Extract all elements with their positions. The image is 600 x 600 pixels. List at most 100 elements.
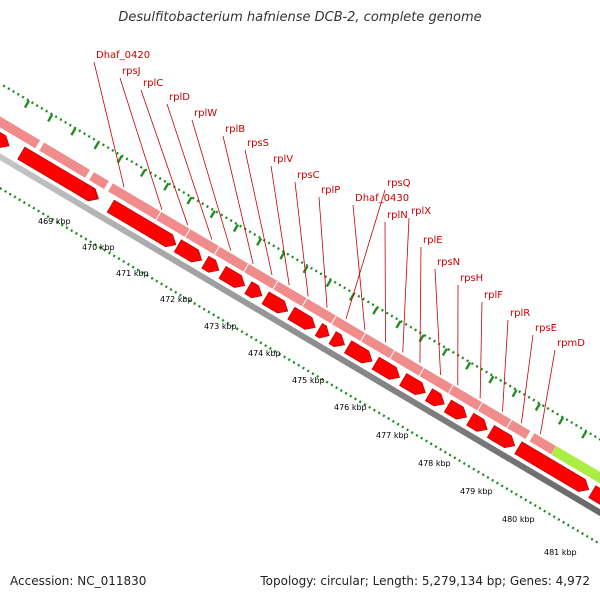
- inner-tick: [510, 489, 514, 494]
- position-label: 481 kbp: [544, 548, 577, 557]
- major-tick: [441, 347, 448, 357]
- inner-tick: [197, 304, 201, 308]
- inner-tick: [188, 299, 192, 303]
- outer-tick: [191, 196, 195, 200]
- gene-divider: [330, 315, 337, 325]
- inner-tick: [316, 374, 320, 379]
- major-tick: [557, 416, 565, 425]
- inner-tick: [268, 346, 272, 350]
- outer-tick: [248, 230, 252, 234]
- major-tick: [581, 430, 588, 439]
- position-label: 477 kbp: [376, 431, 409, 440]
- inner-tick: [372, 408, 376, 412]
- gene-label: rpsC: [297, 170, 320, 181]
- outer-tick: [144, 168, 148, 172]
- inner-tick: [41, 212, 45, 216]
- outer-tick: [135, 162, 138, 166]
- outer-tick: [589, 432, 593, 436]
- outer-tick: [470, 362, 474, 366]
- gene-label: rpmD: [557, 338, 585, 349]
- inner-tick: [495, 481, 499, 485]
- inner-tick: [245, 332, 249, 336]
- gene-label-leader: [384, 221, 386, 343]
- inner-tick: [212, 313, 216, 317]
- outer-tick: [201, 202, 205, 206]
- outer-tick: [347, 289, 351, 293]
- inner-tick: [543, 509, 547, 513]
- inner-tick: [254, 338, 258, 342]
- inner-tick: [3, 189, 7, 193]
- outer-tick: [541, 404, 545, 408]
- inner-tick: [410, 431, 414, 435]
- outer-tick: [111, 148, 115, 152]
- outer-tick: [295, 258, 299, 262]
- inner-tick: [235, 327, 239, 331]
- inner-tick: [476, 470, 480, 474]
- outer-tick: [272, 244, 276, 248]
- gene-tracks: [0, 115, 600, 505]
- inner-tick: [27, 203, 31, 207]
- outer-tick: [215, 210, 219, 214]
- inner-tick: [472, 467, 476, 471]
- outer-tick: [229, 219, 233, 223]
- gene-arrow: [466, 412, 488, 432]
- outer-tick: [258, 235, 261, 239]
- gene-divider: [213, 245, 220, 256]
- inner-tick: [524, 498, 528, 502]
- inner-tick: [320, 377, 324, 381]
- inner-tick: [84, 237, 88, 241]
- inner-tick: [420, 436, 424, 440]
- outer-tick: [414, 328, 418, 332]
- gene-label: rplF: [484, 290, 503, 301]
- inner-tick: [56, 220, 59, 224]
- gene-label-leader: [345, 189, 386, 320]
- inner-tick: [557, 518, 561, 522]
- major-tick: [465, 361, 472, 370]
- outer-tick: [310, 266, 313, 270]
- inner-tick: [174, 290, 178, 294]
- gene-block: [88, 171, 110, 190]
- outer-tick: [343, 286, 347, 290]
- gene-arrow: [486, 425, 516, 449]
- inner-tick: [112, 254, 116, 258]
- inner-tick: [439, 447, 443, 451]
- inner-tick: [155, 279, 159, 283]
- gene-block: [38, 141, 91, 179]
- outer-tick: [489, 373, 493, 377]
- inner-tick: [13, 195, 17, 199]
- outer-tick: [555, 412, 559, 416]
- gene-arrow: [17, 146, 99, 202]
- inner-tick: [103, 248, 107, 252]
- inner-tick: [65, 226, 69, 230]
- gene-block: [0, 115, 41, 150]
- gene-arrow: [399, 373, 426, 396]
- outer-tick: [579, 426, 583, 430]
- inner-tick: [202, 307, 206, 311]
- gene-label: rpsQ: [387, 178, 411, 189]
- major-tick: [232, 224, 240, 233]
- position-label: 475 kbp: [292, 376, 325, 385]
- inner-tick: [462, 461, 466, 465]
- outer-tick: [447, 348, 451, 352]
- inner-tick: [37, 209, 41, 213]
- gene-label: rplE: [423, 235, 443, 246]
- outer-tick: [239, 224, 243, 228]
- inner-tick: [363, 402, 367, 407]
- outer-tick: [101, 143, 105, 147]
- inner-tick: [297, 363, 301, 367]
- outer-tick: [125, 157, 129, 161]
- outer-tick: [40, 106, 44, 110]
- inner-tick: [358, 400, 362, 404]
- inner-tick: [46, 215, 50, 219]
- inner-tick: [581, 532, 584, 536]
- gene-divider: [506, 419, 513, 429]
- outer-tick: [59, 118, 63, 122]
- inner-tick: [0, 187, 3, 191]
- genome-backbone: [0, 153, 600, 517]
- inner-tick: [221, 318, 225, 322]
- outer-tick: [518, 390, 522, 394]
- outer-tick: [45, 109, 49, 113]
- outer-tick: [574, 423, 578, 427]
- outer-tick: [570, 420, 574, 425]
